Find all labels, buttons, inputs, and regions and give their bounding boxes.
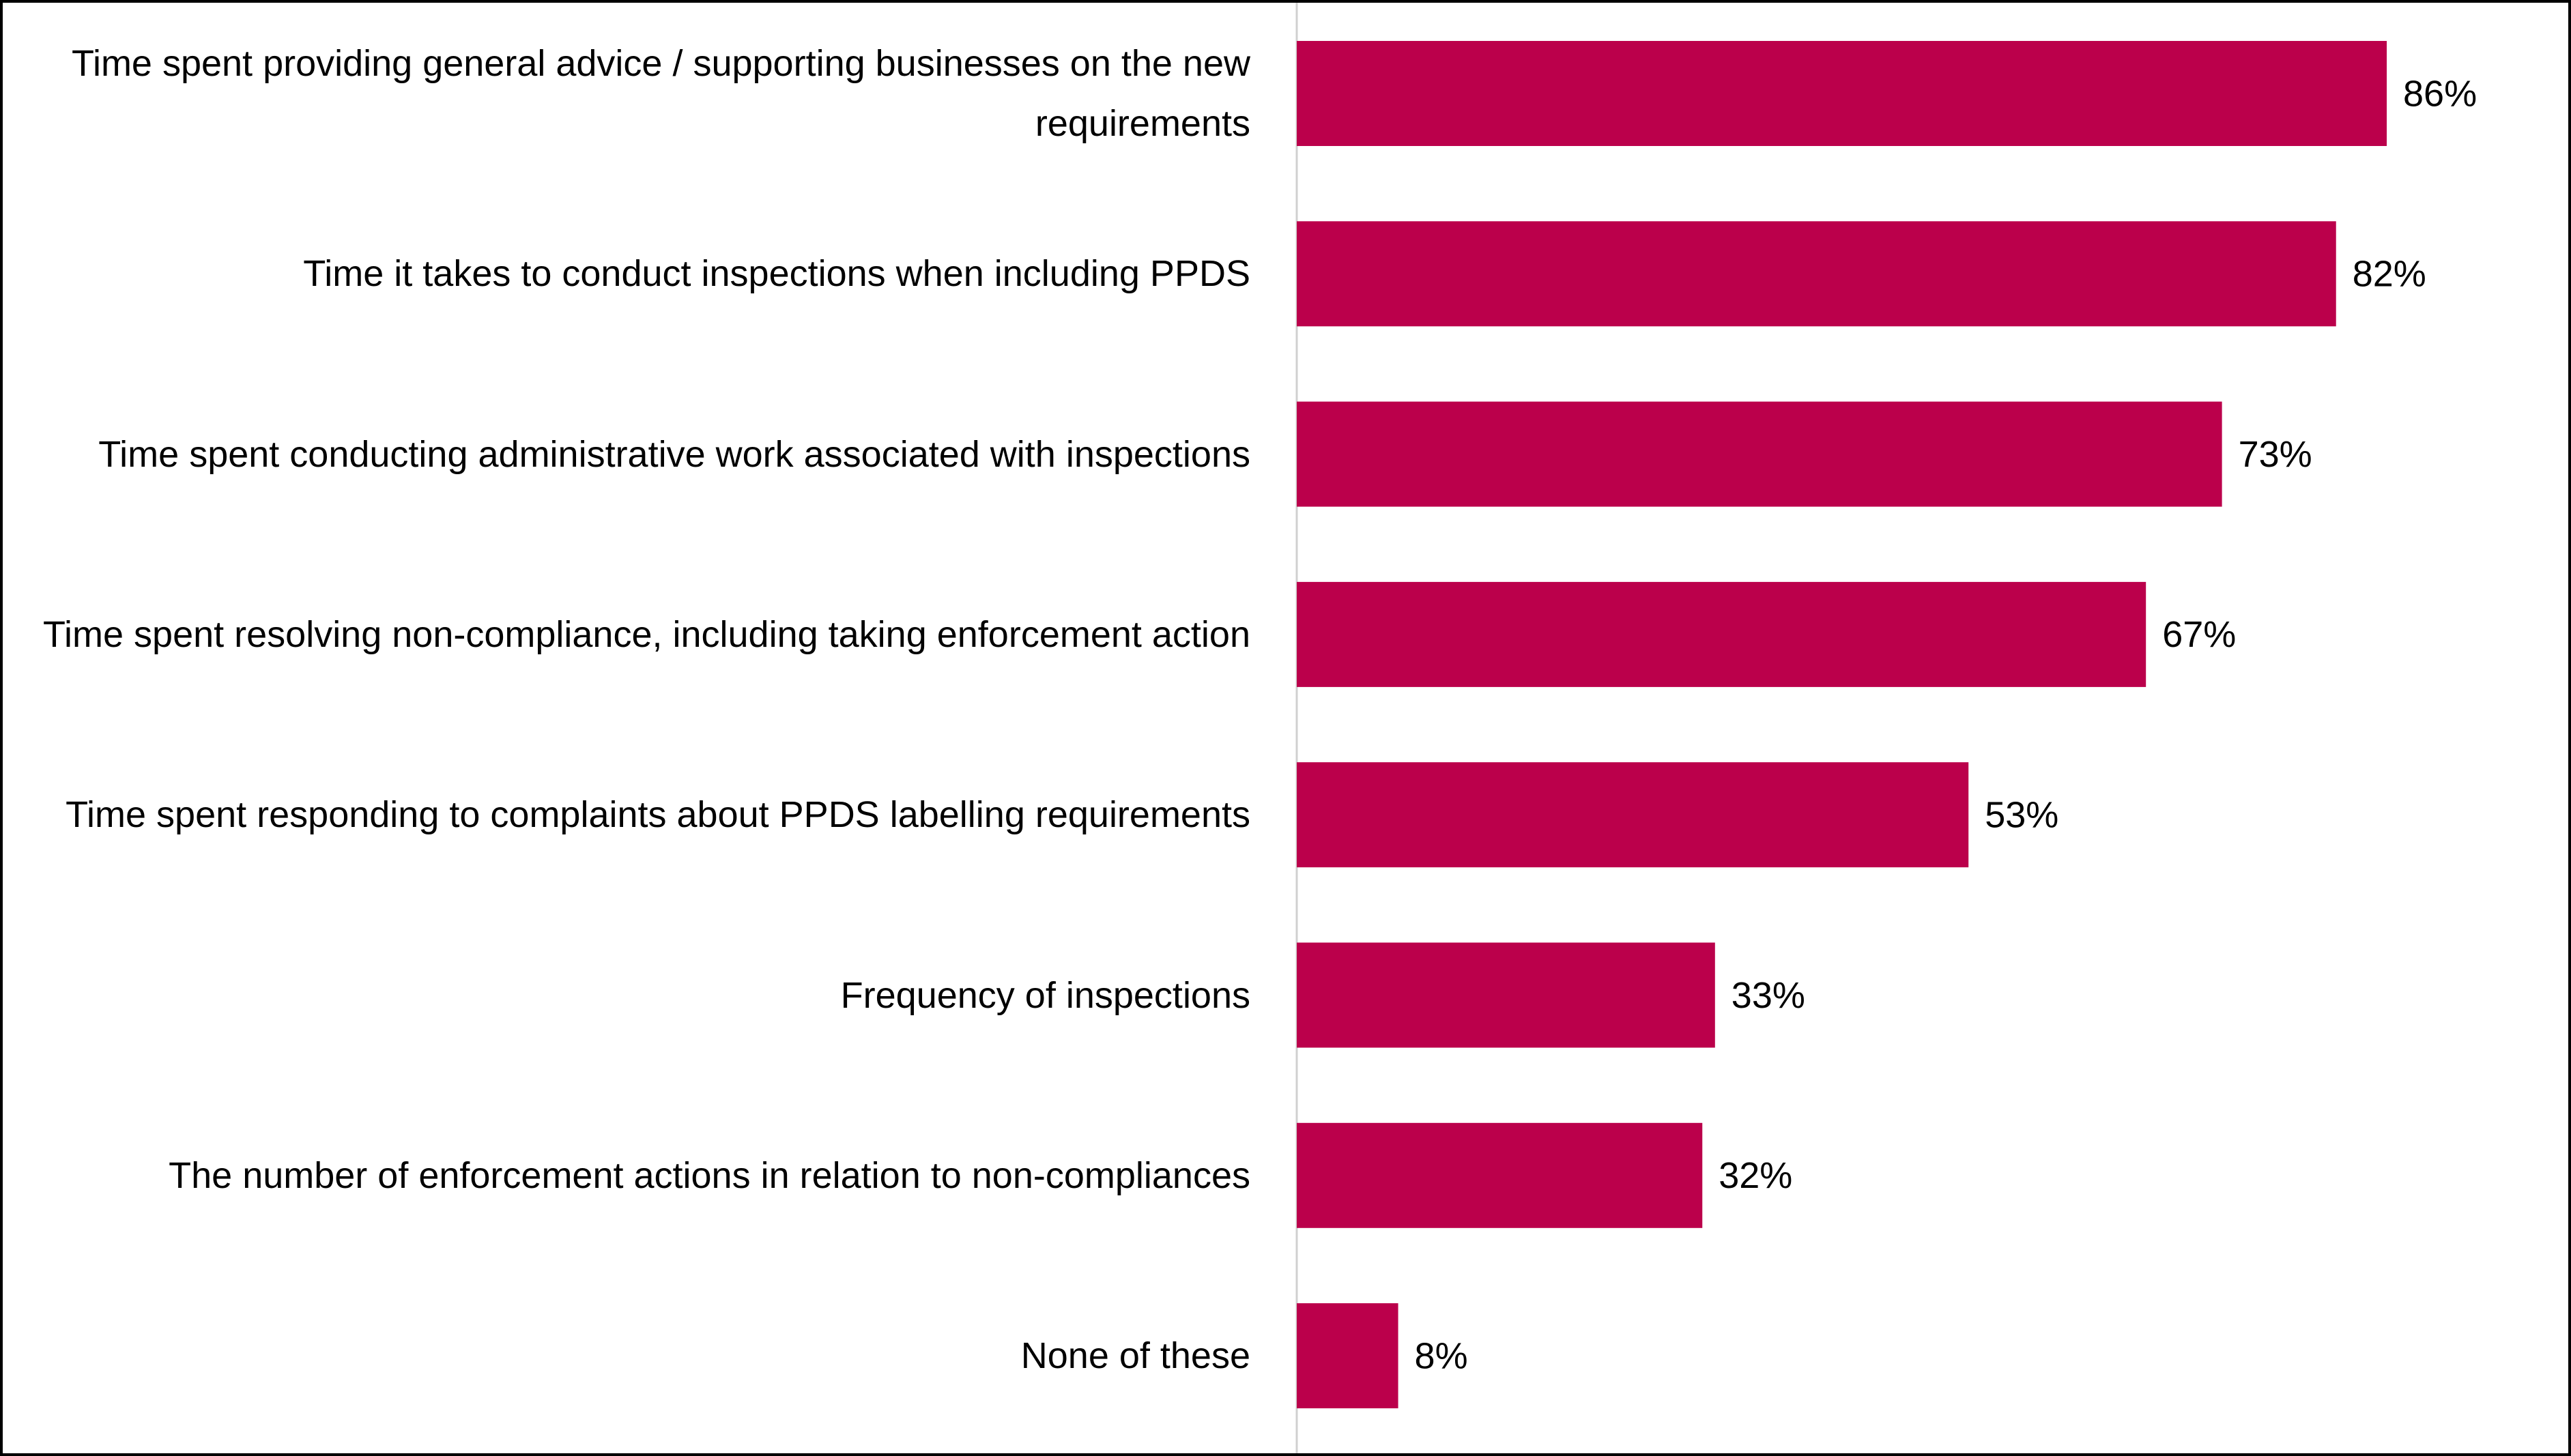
bar [1297, 41, 2387, 146]
category-label: Time spent resolving non-compliance, inc… [43, 613, 1250, 655]
bar [1297, 1122, 1703, 1228]
bar [1297, 221, 2336, 327]
value-label: 86% [2403, 73, 2477, 114]
category-label: The number of enforcement actions in rel… [169, 1154, 1250, 1196]
bar [1297, 581, 2146, 687]
category-label: Time spent providing general advice / su… [71, 43, 1250, 144]
value-label: 67% [2162, 614, 2236, 655]
category-label: None of these [1020, 1335, 1250, 1377]
bar [1297, 762, 1969, 868]
value-label: 32% [1719, 1155, 1792, 1196]
value-label: 73% [2239, 434, 2312, 475]
bar [1297, 1303, 1398, 1409]
value-label: 82% [2353, 254, 2426, 295]
plot-area: 86% 82% 73% 67% 53% 33% 32% 8% [1295, 3, 2477, 1453]
category-label: Time it takes to conduct inspections whe… [303, 253, 1250, 295]
bar [1297, 942, 1715, 1048]
value-label: 53% [1985, 794, 2058, 835]
value-label: 33% [1732, 975, 1805, 1016]
category-label: Time spent responding to complaints abou… [66, 794, 1250, 836]
bar [1297, 401, 2222, 507]
category-label: Frequency of inspections [840, 974, 1250, 1016]
value-label: 8% [1415, 1335, 1468, 1376]
category-label: Time spent conducting administrative wor… [98, 433, 1250, 475]
